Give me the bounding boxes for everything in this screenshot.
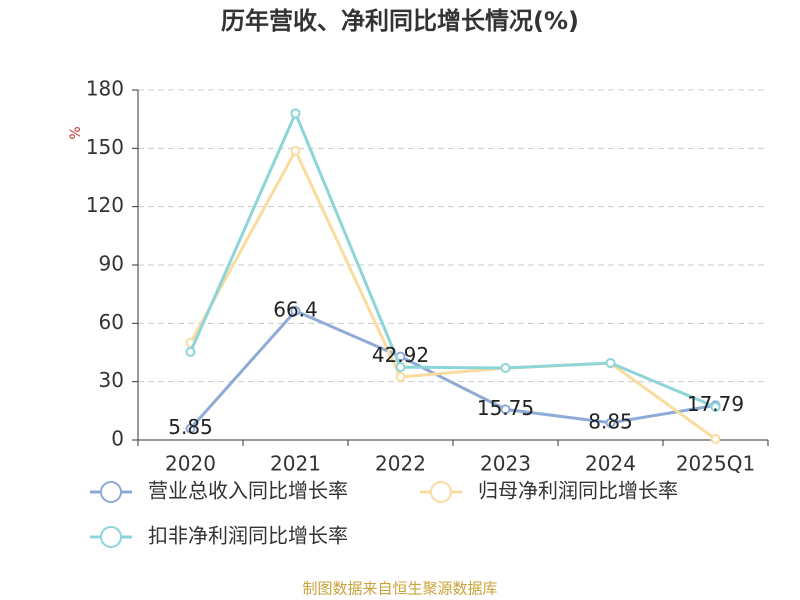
series-line [189,109,717,409]
legend-marker [430,481,452,503]
y-tick-label: 150 [86,135,124,159]
source-note: 制图数据来自恒生聚源数据库 [302,580,497,598]
y-tick-label: 60 [99,310,124,334]
y-tick-label: 90 [99,252,124,276]
legend-label: 营业总收入同比增长率 [148,479,348,503]
data-point [185,423,196,434]
x-tick-label: 2025Q1 [676,452,755,476]
data-point [605,417,616,428]
y-tick-label: 180 [86,77,124,101]
data-point [500,363,511,374]
x-tick-label: 2022 [375,452,426,476]
x-tick-label: 2024 [585,452,636,476]
y-tick-label: 120 [86,193,124,217]
data-point [395,372,406,382]
legend-marker [100,481,122,503]
legend-marker [100,526,122,548]
series-line [189,147,717,441]
x-tick-label: 2023 [480,452,531,476]
data-label: 42.92 [372,343,429,367]
data-label: 17.79 [687,392,744,416]
legend-label: 归母净利润同比增长率 [478,479,678,503]
data-point [395,362,406,373]
data-label: 5.85 [168,415,213,439]
data-point [185,346,196,357]
data-point [290,145,301,156]
x-tick-label: 2020 [165,452,216,476]
data-label: 66.4 [273,297,318,321]
data-point [710,434,721,445]
chart-title: 历年营收、净利同比增长情况(%) [221,7,579,35]
series-line [189,309,716,430]
y-tick-label: 0 [111,427,124,451]
y-axis-label: % [68,126,84,139]
legend-label: 扣非净利润同比增长率 [148,524,348,548]
data-label: 8.85 [588,409,633,433]
x-tick-label: 2021 [270,452,321,476]
data-point [710,401,721,412]
data-label: 15.75 [477,396,534,420]
data-point [290,305,301,316]
data-point [290,108,301,119]
y-tick-label: 30 [99,368,124,392]
data-point [500,404,511,415]
data-point [605,358,616,368]
